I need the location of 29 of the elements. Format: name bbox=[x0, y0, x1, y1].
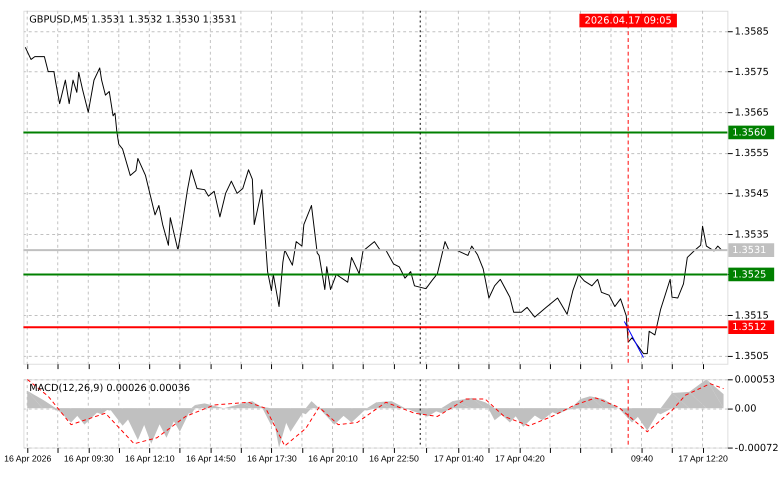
y-tick-label: 1.3515 bbox=[734, 310, 769, 322]
x-tick-label: 17 Apr 04:20 bbox=[495, 454, 545, 464]
ref-line-label: 1.3525 bbox=[732, 269, 766, 280]
y-tick-label: 1.3555 bbox=[734, 148, 769, 160]
x-tick-label: 16 Apr 14:50 bbox=[186, 454, 236, 464]
x-tick-label: 16 Apr 09:30 bbox=[64, 454, 114, 464]
y-tick-label: -0.00072 bbox=[734, 442, 779, 454]
x-tick-label: 17 Apr 12:20 bbox=[678, 454, 728, 464]
y-tick-label: 1.3505 bbox=[734, 351, 769, 362]
x-tick-label: 17 Apr 01:40 bbox=[434, 454, 484, 464]
x-tick-label: 16 Apr 2026 bbox=[4, 454, 52, 464]
ref-line-label: 1.3560 bbox=[732, 127, 766, 138]
x-tick-label: 09:40 bbox=[631, 454, 654, 464]
chart-title: GBPUSD,M5 1.3531 1.3532 1.3530 1.3531 bbox=[29, 14, 237, 26]
y-tick-label: 1.3535 bbox=[734, 229, 769, 240]
chart-title: MACD(12,26,9) 0.00026 0.00036 bbox=[29, 383, 190, 394]
x-tick-label: 16 Apr 12:10 bbox=[124, 454, 175, 464]
y-tick-label: 1.3545 bbox=[734, 188, 769, 200]
y-tick-label: 1.3585 bbox=[734, 26, 769, 38]
ref-line-label: 2026.04.17 09:05 bbox=[584, 15, 672, 26]
y-tick-label: 0.00 bbox=[734, 404, 756, 415]
ref-line-label: 1.3531 bbox=[732, 245, 766, 256]
y-tick-label: 1.3575 bbox=[734, 67, 769, 78]
ref-line-label: 1.3512 bbox=[732, 322, 766, 334]
x-tick-label: 16 Apr 22:50 bbox=[369, 454, 419, 464]
y-tick-label: 1.3565 bbox=[734, 108, 769, 119]
x-tick-label: 16 Apr 17:30 bbox=[247, 454, 297, 464]
y-tick-label: 0.00053 bbox=[734, 374, 776, 386]
x-tick-label: 16 Apr 20:10 bbox=[308, 454, 358, 464]
